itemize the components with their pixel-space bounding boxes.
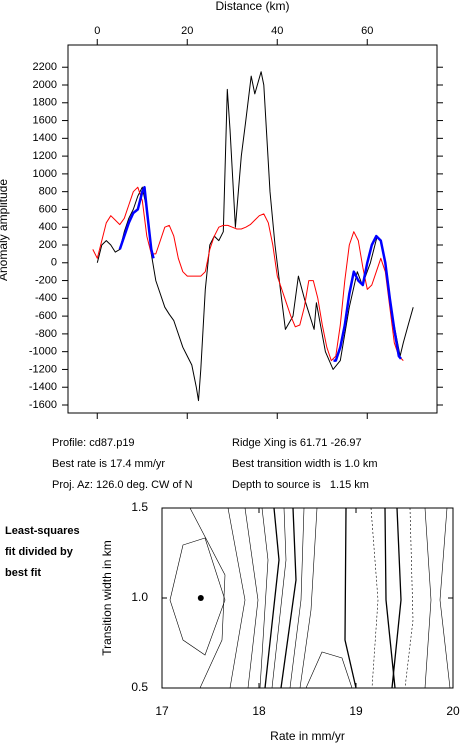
y-tick-label: -800 — [35, 328, 57, 340]
contour-line — [305, 651, 353, 689]
contour-line — [264, 507, 280, 689]
bottom-frame — [161, 507, 454, 689]
y-tick-label: -1000 — [29, 346, 57, 358]
y-tick-label: 0 — [51, 257, 57, 269]
info-text: Depth to source is 1.15 km — [232, 479, 369, 491]
contour-line — [189, 507, 226, 689]
y-tick-label: 1800 — [33, 97, 57, 109]
x-tick-label: 40 — [271, 25, 283, 37]
x-tick-label: 60 — [361, 25, 373, 37]
side-note: best fit — [5, 567, 41, 579]
x-tick-label: 0 — [94, 25, 100, 37]
info-text: Proj. Az: 126.0 deg. CW of N — [52, 479, 193, 491]
best-fit-point — [197, 595, 204, 601]
y-tick-label: -600 — [35, 310, 57, 322]
y-tick-label: 600 — [39, 203, 57, 215]
contour-line — [227, 507, 246, 689]
x-tick-label: 19 — [349, 704, 363, 718]
y-tick-label: 2200 — [33, 61, 57, 73]
contour-line — [244, 507, 259, 689]
y-tick-label: 2000 — [33, 79, 57, 91]
contour-line — [391, 507, 402, 689]
x-tick-label: 18 — [252, 704, 266, 718]
contour-line — [439, 507, 451, 689]
info-text: Profile: cd87.p19 — [52, 437, 135, 449]
y-tick-label: -200 — [35, 274, 57, 286]
x-axis-title: Rate in mm/yr — [270, 729, 345, 743]
contour-line — [344, 507, 357, 689]
x-tick-label: 20 — [446, 704, 460, 718]
y-tick-label: 1600 — [33, 114, 57, 126]
y-tick-label: 0.5 — [131, 680, 148, 694]
y-tick-label: 800 — [39, 186, 57, 198]
info-text: Best rate is 17.4 mm/yr — [52, 458, 165, 470]
y-tick-label: 1.0 — [131, 590, 148, 604]
info-text: Ridge Xing is 61.71 -26.97 — [232, 437, 362, 449]
y-tick-label: 1200 — [33, 150, 57, 162]
data-line — [92, 186, 404, 362]
contour-line — [259, 507, 269, 689]
data-line — [333, 234, 402, 362]
x-axis-title: Distance (km) — [215, 0, 289, 13]
contour-line — [271, 507, 287, 689]
y-axis-title: Transition width in km — [100, 540, 114, 656]
x-tick-label: 17 — [155, 704, 169, 718]
data-line — [96, 71, 414, 402]
y-tick-label: -400 — [35, 292, 57, 304]
y-axis-title: Anomaly amplitude — [0, 179, 10, 281]
contour-line — [169, 537, 226, 656]
contour-line — [424, 507, 432, 689]
side-note: Least-squares — [5, 525, 80, 537]
y-tick-label: 400 — [39, 221, 57, 233]
y-tick-label: 1000 — [33, 168, 57, 180]
contour-line — [370, 507, 379, 689]
y-tick-label: 1.5 — [131, 500, 148, 514]
contour-line — [289, 507, 305, 689]
top-frame — [67, 44, 438, 414]
contours — [169, 507, 451, 689]
y-tick-label: 1400 — [33, 132, 57, 144]
contour-line — [384, 507, 396, 689]
y-tick-label: 200 — [39, 239, 57, 251]
contour-line — [404, 507, 414, 689]
side-note: fit divided by — [5, 546, 74, 558]
contour-line — [280, 507, 297, 689]
info-text: Best transition width is 1.0 km — [232, 458, 378, 470]
x-tick-label: 20 — [181, 25, 193, 37]
y-tick-label: -1200 — [29, 363, 57, 375]
contour-line — [299, 507, 318, 689]
y-tick-label: -1600 — [29, 399, 57, 411]
y-tick-label: -1400 — [29, 381, 57, 393]
data-line — [118, 185, 155, 259]
